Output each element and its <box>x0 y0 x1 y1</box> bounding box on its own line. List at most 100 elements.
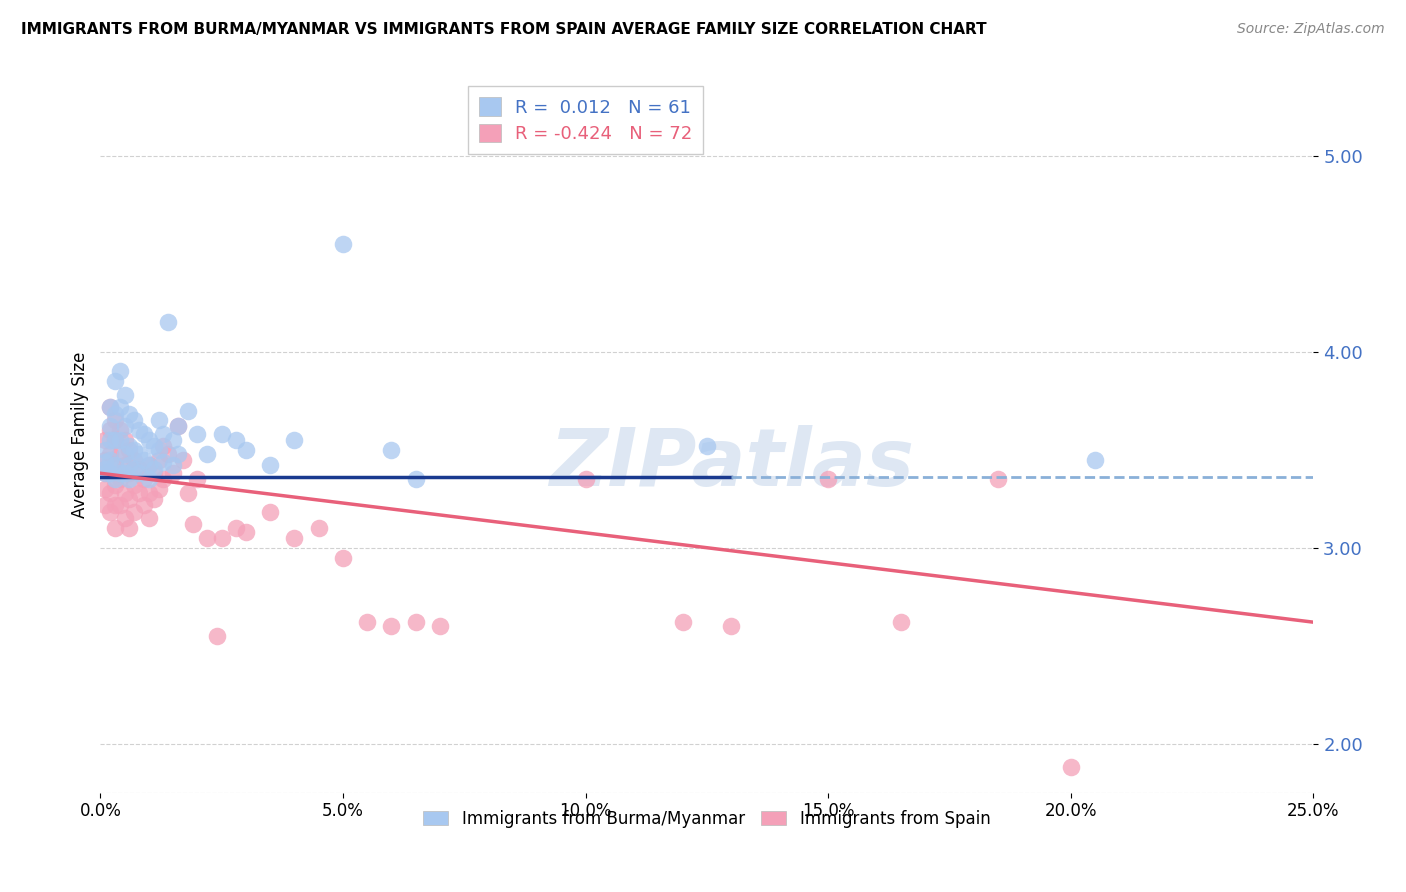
Point <box>104 433 127 447</box>
Point <box>167 419 190 434</box>
Point <box>118 408 141 422</box>
Point <box>142 491 165 506</box>
Point <box>128 467 150 481</box>
Point <box>108 472 131 486</box>
Point <box>104 521 127 535</box>
Point <box>108 447 131 461</box>
Point <box>104 408 127 422</box>
Point <box>429 619 451 633</box>
Point <box>152 427 174 442</box>
Point <box>574 472 596 486</box>
Point <box>405 472 427 486</box>
Point <box>148 413 170 427</box>
Point <box>104 374 127 388</box>
Point <box>890 615 912 630</box>
Point <box>94 482 117 496</box>
Point <box>104 478 127 492</box>
Point <box>162 433 184 447</box>
Point <box>148 482 170 496</box>
Point <box>128 447 150 461</box>
Point <box>98 452 121 467</box>
Point <box>108 364 131 378</box>
Point <box>138 486 160 500</box>
Point <box>114 388 136 402</box>
Point <box>114 467 136 481</box>
Point <box>98 447 121 461</box>
Point <box>94 442 117 457</box>
Point <box>114 458 136 473</box>
Point <box>138 458 160 473</box>
Point <box>152 439 174 453</box>
Point <box>696 439 718 453</box>
Point <box>186 472 208 486</box>
Point <box>283 531 305 545</box>
Point <box>98 467 121 481</box>
Point <box>211 427 233 442</box>
Point <box>356 615 378 630</box>
Text: IMMIGRANTS FROM BURMA/MYANMAR VS IMMIGRANTS FROM SPAIN AVERAGE FAMILY SIZE CORRE: IMMIGRANTS FROM BURMA/MYANMAR VS IMMIGRA… <box>21 22 987 37</box>
Point <box>108 467 131 481</box>
Point <box>205 629 228 643</box>
Point <box>672 615 695 630</box>
Point <box>114 433 136 447</box>
Point <box>138 511 160 525</box>
Point <box>114 447 136 461</box>
Point <box>104 458 127 473</box>
Point <box>108 400 131 414</box>
Point <box>118 521 141 535</box>
Point <box>283 433 305 447</box>
Point <box>94 467 117 481</box>
Point <box>94 462 117 476</box>
Point <box>108 423 131 437</box>
Point <box>259 505 281 519</box>
Point <box>98 400 121 414</box>
Point <box>124 478 146 492</box>
Point <box>157 315 180 329</box>
Point <box>132 472 155 486</box>
Point <box>104 413 127 427</box>
Point <box>118 442 141 457</box>
Point <box>108 498 131 512</box>
Point <box>124 505 146 519</box>
Point <box>128 462 150 476</box>
Point <box>380 619 402 633</box>
Point <box>98 486 121 500</box>
Point <box>98 433 121 447</box>
Point <box>124 413 146 427</box>
Point <box>142 462 165 476</box>
Point <box>142 467 165 481</box>
Point <box>118 491 141 506</box>
Point <box>128 423 150 437</box>
Point <box>225 521 247 535</box>
Point <box>235 442 257 457</box>
Y-axis label: Average Family Size: Average Family Size <box>72 351 89 518</box>
Point <box>132 427 155 442</box>
Point <box>94 433 117 447</box>
Point <box>308 521 330 535</box>
Point <box>332 237 354 252</box>
Point <box>380 442 402 457</box>
Point <box>128 486 150 500</box>
Point <box>817 472 839 486</box>
Point <box>225 433 247 447</box>
Point <box>148 452 170 467</box>
Point <box>94 498 117 512</box>
Point <box>181 517 204 532</box>
Legend: Immigrants from Burma/Myanmar, Immigrants from Spain: Immigrants from Burma/Myanmar, Immigrant… <box>416 803 997 834</box>
Point <box>172 452 194 467</box>
Point <box>987 472 1010 486</box>
Point <box>114 486 136 500</box>
Point <box>332 550 354 565</box>
Point <box>157 447 180 461</box>
Point <box>118 439 141 453</box>
Point <box>98 505 121 519</box>
Point <box>1084 452 1107 467</box>
Point <box>104 458 127 473</box>
Point <box>98 467 121 481</box>
Point <box>720 619 742 633</box>
Point <box>148 442 170 457</box>
Point <box>118 472 141 486</box>
Point <box>195 447 218 461</box>
Point <box>94 467 117 481</box>
Point <box>124 462 146 476</box>
